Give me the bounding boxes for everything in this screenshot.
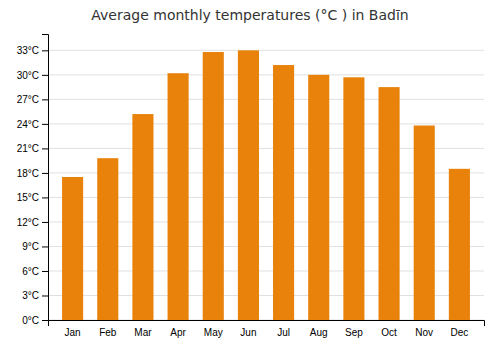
grid bbox=[48, 50, 484, 320]
tick-label: 21°C bbox=[17, 143, 39, 154]
tick-mark bbox=[42, 320, 48, 321]
tick: 33°C bbox=[17, 45, 48, 56]
tick-label: 12°C bbox=[17, 217, 39, 228]
tick-mark bbox=[42, 99, 48, 100]
tick: 24°C bbox=[17, 119, 48, 130]
tick-label: Apr bbox=[170, 327, 186, 338]
tick: Dec bbox=[450, 327, 468, 338]
grid-line bbox=[48, 99, 484, 100]
tick: 27°C bbox=[17, 94, 48, 105]
bar bbox=[168, 73, 189, 320]
tick-label: 0°C bbox=[22, 315, 39, 326]
tick-label: 6°C bbox=[22, 266, 39, 277]
tick-label: Sep bbox=[345, 327, 363, 338]
tick-mark bbox=[42, 75, 48, 76]
tick: 15°C bbox=[17, 192, 48, 203]
tick-label: 24°C bbox=[17, 119, 39, 130]
bar bbox=[449, 169, 470, 320]
bar bbox=[97, 158, 118, 320]
tick: Nov bbox=[415, 327, 433, 338]
tick-label: 18°C bbox=[17, 168, 39, 179]
axis-line bbox=[49, 321, 485, 327]
tick-label: 15°C bbox=[17, 192, 39, 203]
bar bbox=[273, 65, 294, 320]
tick: Jun bbox=[240, 327, 256, 338]
tick-mark bbox=[42, 124, 48, 125]
tick: 18°C bbox=[17, 168, 48, 179]
bar bbox=[308, 75, 329, 320]
tick-mark bbox=[42, 148, 48, 149]
tick: 6°C bbox=[22, 266, 48, 277]
tick: 30°C bbox=[17, 70, 48, 81]
bar bbox=[343, 77, 364, 320]
plot: 0°C 3°C 6°C 9°C 12°C 15°C 18°C 21°C 24°C 27°C 30°C… bbox=[17, 35, 485, 339]
tick-label: Oct bbox=[381, 327, 397, 338]
tick-label: Jan bbox=[65, 327, 81, 338]
tick: 9°C bbox=[22, 241, 48, 252]
tick: 0°C bbox=[22, 315, 48, 326]
grid-line bbox=[48, 123, 484, 124]
tick-label: Dec bbox=[450, 327, 468, 338]
tick: Jan bbox=[65, 327, 81, 338]
tick-label: Aug bbox=[310, 327, 328, 338]
tick-mark bbox=[42, 173, 48, 174]
tick-label: Feb bbox=[99, 327, 117, 338]
tick: 3°C bbox=[22, 290, 48, 301]
tick-label: Mar bbox=[134, 327, 152, 338]
grid-line bbox=[48, 50, 484, 51]
tick-label: Jun bbox=[240, 327, 256, 338]
tick: May bbox=[204, 327, 223, 338]
tick: 12°C bbox=[17, 217, 48, 228]
tick: 21°C bbox=[17, 143, 48, 154]
tick-label: Jul bbox=[277, 327, 290, 338]
tick: Apr bbox=[170, 327, 186, 338]
tick-label: 9°C bbox=[22, 241, 39, 252]
tick: Sep bbox=[345, 327, 363, 338]
tick: Jul bbox=[277, 327, 290, 338]
tick-label: 27°C bbox=[17, 94, 39, 105]
tick-mark bbox=[42, 222, 48, 223]
chart: 0°C 3°C 6°C 9°C 12°C 15°C 18°C 21°C 24°C 27°C 30°C… bbox=[0, 0, 500, 350]
tick-mark bbox=[42, 197, 48, 198]
tick-label: 33°C bbox=[17, 45, 39, 56]
tick-label: May bbox=[204, 327, 223, 338]
bars bbox=[62, 50, 470, 320]
title: Average monthly temperatures (°C ) in Ba… bbox=[91, 7, 408, 23]
bar bbox=[414, 126, 435, 320]
tick: Aug bbox=[310, 327, 328, 338]
tick-label: Nov bbox=[415, 327, 433, 338]
y-axis: 0°C 3°C 6°C 9°C 12°C 15°C 18°C 21°C 24°C 27°C 30°C… bbox=[17, 35, 49, 326]
bar bbox=[379, 87, 400, 320]
grid-line bbox=[48, 74, 484, 75]
x-axis: Jan Feb Mar Apr May Jun Jul Aug Sep Oct Nov Dec bbox=[49, 321, 485, 339]
tick: Feb bbox=[99, 327, 117, 338]
tick-label: 30°C bbox=[17, 70, 39, 81]
tick-mark bbox=[42, 295, 48, 296]
tick: Mar bbox=[134, 327, 152, 338]
tick-mark bbox=[42, 246, 48, 247]
bar bbox=[62, 177, 83, 320]
axis-line bbox=[42, 35, 49, 321]
tick: Oct bbox=[381, 327, 397, 338]
bar bbox=[238, 50, 259, 320]
tick-mark bbox=[42, 50, 48, 51]
tick-label: 3°C bbox=[22, 290, 39, 301]
bar bbox=[203, 52, 224, 320]
tick-mark bbox=[42, 271, 48, 272]
bar bbox=[132, 114, 153, 320]
